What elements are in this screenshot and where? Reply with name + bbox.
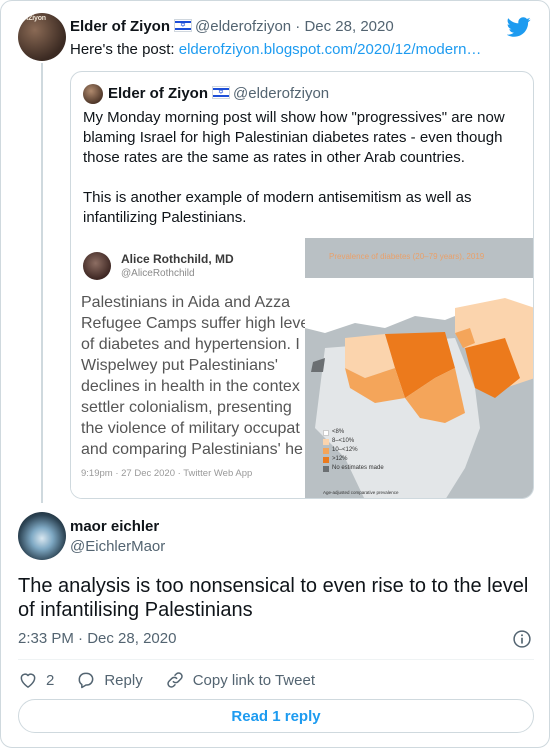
- thread-line: [41, 63, 43, 503]
- reply-label: Reply: [104, 671, 143, 689]
- legend-swatch: [323, 447, 329, 454]
- reply-button[interactable]: Reply: [76, 670, 143, 690]
- legend-row: 8–<10%: [323, 437, 384, 446]
- embedded-line: Refugee Camps suffer high leve: [81, 315, 310, 332]
- embedded-author-name: Alice Rothchild, MD: [121, 252, 234, 266]
- like-button[interactable]: 2: [18, 670, 54, 690]
- legend-row: No estimates made: [323, 464, 384, 473]
- reply-author-name[interactable]: maor eichler: [70, 518, 160, 535]
- embedded-tweet-screenshot: Alice Rothchild, MD @AliceRothchild Pale…: [71, 238, 310, 498]
- legend-label: >12%: [332, 456, 348, 462]
- quoted-avatar: [83, 84, 103, 104]
- separator-dot: ·: [78, 630, 84, 647]
- legend-swatch: [323, 465, 329, 472]
- legend-swatch: [323, 456, 329, 463]
- twitter-bird-icon[interactable]: [507, 15, 531, 39]
- reply-tweet-text: The analysis is too nonsensical to even …: [18, 575, 529, 621]
- embedded-line: Wispelwey put Palestinians': [81, 357, 278, 374]
- reply-bubble-icon: [78, 672, 94, 689]
- legend-row: 10–<12%: [323, 446, 384, 455]
- quoted-tweet[interactable]: Elder of Ziyon ✡ @elderofziyon My Monday m…: [70, 71, 534, 499]
- quoted-author-handle: @elderofziyon: [233, 85, 330, 102]
- reply-timestamp[interactable]: 2:33 PM · Dec 28, 2020: [18, 630, 176, 647]
- embedded-tweet-meta: 9:19pm · 27 Dec 2020 · Twitter Web App: [81, 468, 253, 479]
- embedded-line: settler colonialism, presenting: [81, 399, 292, 416]
- israel-flag-icon: ✡: [212, 86, 231, 99]
- legend-row: <8%: [323, 428, 384, 437]
- legend-swatch: [323, 438, 329, 445]
- embedded-line: Palestinians in Aida and Azza: [81, 294, 291, 311]
- embedded-line: of diabetes and hypertension. I: [81, 336, 300, 353]
- legend-row: >12%: [323, 455, 384, 464]
- legend-label: 8–<10%: [332, 438, 355, 444]
- avatar-logo-text: ofZiyon: [22, 15, 46, 22]
- link-icon: [166, 672, 183, 688]
- reply-avatar[interactable]: [18, 512, 66, 560]
- copy-link-label: Copy link to Tweet: [192, 671, 315, 689]
- copy-link-button[interactable]: Copy link to Tweet: [165, 670, 315, 690]
- legend-label: No estimates made: [332, 465, 384, 471]
- quoted-paragraph: This is another example of modern antise…: [83, 189, 472, 226]
- quoted-author-name: Elder of Ziyon: [108, 85, 209, 102]
- legend-label: 10–<12%: [332, 447, 358, 453]
- parent-date[interactable]: Dec 28, 2020: [304, 18, 394, 35]
- heart-icon: [20, 673, 36, 688]
- info-icon[interactable]: [512, 629, 532, 649]
- parent-header: Elder of Ziyon ✡ @elderofziyon · Dec 28, 2…: [70, 18, 394, 36]
- quoted-media-image[interactable]: Alice Rothchild, MD @AliceRothchild Pale…: [71, 238, 533, 498]
- reply-date: Dec 28, 2020: [87, 630, 177, 647]
- map-footnote: Age-adjusted comparative prevalence: [323, 490, 399, 495]
- map-legend: <8% 8–<10% 10–<12% >12% No estimates mad…: [323, 428, 384, 473]
- like-count: 2: [46, 671, 55, 689]
- separator-dot: ·: [295, 18, 301, 35]
- parent-avatar[interactable]: ofZiyon: [18, 13, 66, 61]
- legend-label: <8%: [332, 429, 345, 435]
- parent-author-name[interactable]: Elder of Ziyon: [70, 18, 171, 35]
- diabetes-map: Prevalence of diabetes (20–79 years), 20…: [305, 238, 533, 498]
- legend-swatch: [323, 429, 329, 436]
- reply-time: 2:33 PM: [18, 630, 74, 647]
- action-bar: 2 Reply Copy link to Tweet: [18, 668, 337, 692]
- parent-tweet-text: Here's the post: elderofziyon.blogspot.c…: [70, 40, 481, 60]
- embedded-tweet-text: Palestinians in Aida and Azza Refugee Ca…: [81, 292, 310, 460]
- embedded-avatar: [83, 252, 111, 280]
- reply-author-handle[interactable]: @EichlerMaor: [70, 538, 166, 555]
- map-title: Prevalence of diabetes (20–79 years), 20…: [329, 252, 485, 261]
- israel-flag-icon: ✡: [174, 19, 193, 32]
- embedded-line: and comparing Palestinians' he: [81, 441, 303, 458]
- divider: [18, 659, 534, 660]
- quoted-tweet-text: My Monday morning post will show how "pr…: [83, 108, 523, 248]
- quoted-paragraph: My Monday morning post will show how "pr…: [83, 109, 505, 166]
- embedded-author-handle: @AliceRothchild: [121, 268, 195, 279]
- map-graphic: [305, 238, 533, 498]
- quoted-header: Elder of Ziyon ✡ @elderofziyon: [108, 85, 329, 103]
- embedded-line: declines in health in the contex: [81, 378, 300, 395]
- post-link[interactable]: elderofziyon.blogspot.com/2020/12/modern…: [178, 41, 482, 58]
- parent-text-prefix: Here's the post:: [70, 41, 179, 58]
- parent-author-handle[interactable]: @elderofziyon: [195, 18, 292, 35]
- embedded-line: the violence of military occupat: [81, 420, 300, 437]
- read-reply-button[interactable]: Read 1 reply: [18, 699, 534, 733]
